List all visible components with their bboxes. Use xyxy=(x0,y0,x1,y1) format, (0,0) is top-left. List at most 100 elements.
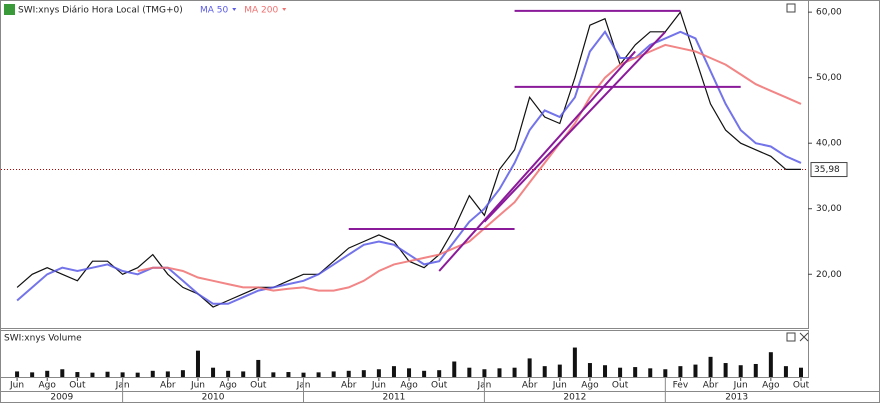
volume-bar xyxy=(783,366,788,377)
moving-average-line xyxy=(137,43,802,292)
symbol-icon xyxy=(4,4,15,15)
volume-bar xyxy=(90,372,95,377)
year-label: 2011 xyxy=(383,393,406,403)
volume-bar xyxy=(346,370,351,377)
volume-bar xyxy=(15,371,20,377)
maximize-button[interactable] xyxy=(786,3,796,13)
x-tick-label: Abr xyxy=(703,381,719,391)
volume-bar xyxy=(678,366,683,377)
moving-average-line xyxy=(16,30,802,305)
x-tick-label: Ago xyxy=(762,381,780,391)
legend-entry: MA 50 xyxy=(200,6,229,16)
volume-bar xyxy=(663,369,668,377)
last-price-label: 35,98 xyxy=(814,165,840,175)
x-tick-label: Jun xyxy=(371,381,386,391)
x-tick-label: Jun xyxy=(733,381,748,391)
volume-bar xyxy=(572,347,577,377)
y-tick-label: 20,00 xyxy=(816,270,842,280)
volume-bar xyxy=(45,370,50,377)
volume-bar xyxy=(135,372,140,377)
volume-bar xyxy=(738,365,743,377)
volume-bar xyxy=(497,368,502,377)
legend-dropdown xyxy=(232,8,237,11)
legend-dropdown xyxy=(282,8,287,11)
volume-bar xyxy=(407,368,412,377)
volume-bar xyxy=(587,363,592,377)
year-label: 2012 xyxy=(563,393,586,403)
y-tick-label: 60,00 xyxy=(816,8,842,18)
volume-bar xyxy=(603,365,608,377)
volume-bar xyxy=(105,371,110,377)
volume-bar xyxy=(527,358,532,377)
y-tick-label: 50,00 xyxy=(816,73,842,83)
trend-line xyxy=(483,31,667,223)
last-price-box xyxy=(810,162,848,178)
volume-bar xyxy=(768,352,773,377)
volume-bar xyxy=(391,366,396,377)
x-tick-label: Ago xyxy=(581,381,599,391)
volume-bar xyxy=(75,372,80,377)
volume-bar xyxy=(165,371,170,377)
volume-bar xyxy=(60,369,65,377)
volume-bar xyxy=(241,371,246,377)
x-tick-label: Abr xyxy=(522,381,538,391)
volume-bar xyxy=(331,371,336,377)
volume-bar xyxy=(467,367,472,377)
x-tick-label: Fev xyxy=(673,381,689,391)
volume-bar xyxy=(150,370,155,377)
x-tick-label: Ago xyxy=(39,381,57,391)
volume-bar xyxy=(633,367,638,377)
chart-title: SWI:xnys Diário Hora Local (TMG+0) xyxy=(18,6,183,16)
volume-title: SWI:xnys Volume xyxy=(4,334,82,344)
maximize-button[interactable] xyxy=(786,332,796,342)
price-panel xyxy=(0,0,809,329)
volume-panel xyxy=(0,330,809,378)
volume-bar xyxy=(211,367,216,377)
legend-entry: MA 200 xyxy=(244,6,278,16)
volume-bar xyxy=(120,372,125,377)
close-button[interactable] xyxy=(799,332,809,342)
y-tick-label: 40,00 xyxy=(816,139,842,149)
x-tick-label: Ago xyxy=(400,381,418,391)
volume-bar xyxy=(286,372,291,377)
year-label: 2009 xyxy=(50,393,73,403)
x-tick-label: Jun xyxy=(552,381,567,391)
volume-bar xyxy=(195,350,200,377)
volume-bar xyxy=(557,364,562,377)
year-label: 2010 xyxy=(202,393,225,403)
x-tick-label: Jun xyxy=(9,381,24,391)
volume-bar xyxy=(723,363,728,377)
volume-bar xyxy=(648,368,653,377)
x-tick-label: Out xyxy=(431,381,448,391)
volume-bar xyxy=(753,363,758,377)
volume-bar xyxy=(482,369,487,377)
volume-bar xyxy=(422,370,427,377)
volume-bar xyxy=(301,372,306,377)
volume-bar xyxy=(799,367,803,377)
volume-bar xyxy=(30,372,35,377)
x-tick-label: Abr xyxy=(160,381,176,391)
volume-bar xyxy=(376,369,381,377)
y-tick-label: 30,00 xyxy=(816,204,842,214)
volume-bar xyxy=(316,372,321,377)
price-line xyxy=(16,10,801,308)
volume-bar xyxy=(512,367,517,377)
volume-bar xyxy=(452,361,457,377)
x-tick-label: Ago xyxy=(219,381,237,391)
volume-bar xyxy=(618,367,623,377)
x-tick-label: Out xyxy=(612,381,629,391)
x-tick-label: Out xyxy=(793,381,810,391)
volume-bar xyxy=(180,370,185,377)
year-label: 2013 xyxy=(725,393,748,403)
volume-bar xyxy=(226,370,231,377)
x-tick-label: Out xyxy=(69,381,86,391)
volume-bar xyxy=(256,359,261,377)
volume-bar xyxy=(437,370,442,377)
x-tick-label: Abr xyxy=(341,381,357,391)
trend-line xyxy=(438,50,636,272)
volume-bar xyxy=(542,366,547,377)
volume-bar xyxy=(361,370,366,377)
